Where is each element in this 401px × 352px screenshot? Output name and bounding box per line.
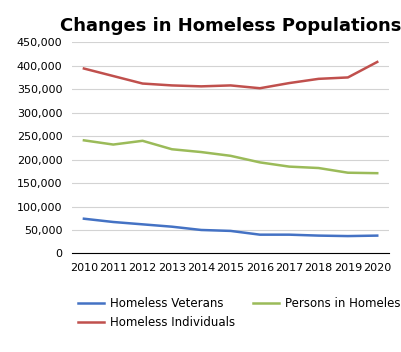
Legend: Homeless Veterans, Homeless Individuals, Persons in Homeless Families: Homeless Veterans, Homeless Individuals,… [78,297,401,329]
Homeless Veterans [111,220,115,224]
Homeless Veterans [140,222,145,226]
Homeless Veterans [257,233,262,237]
Persons in Homeless Families [111,143,115,147]
Homeless Individuals [346,75,350,80]
Homeless Individuals [375,60,380,64]
Homeless Veterans [199,228,204,232]
Homeless Veterans [316,233,321,238]
Persons in Homeless Families [316,166,321,170]
Homeless Individuals [199,84,204,88]
Homeless Individuals [228,83,233,88]
Line: Homeless Veterans: Homeless Veterans [84,219,377,236]
Homeless Individuals [316,77,321,81]
Persons in Homeless Families [375,171,380,175]
Homeless Veterans [375,233,380,238]
Homeless Individuals [170,83,174,88]
Homeless Individuals [111,74,115,78]
Persons in Homeless Families [81,138,86,143]
Title: Changes in Homeless Populations: Changes in Homeless Populations [60,17,401,35]
Homeless Individuals [287,81,292,85]
Homeless Individuals [257,86,262,90]
Persons in Homeless Families [228,154,233,158]
Homeless Veterans [228,229,233,233]
Homeless Veterans [346,234,350,238]
Persons in Homeless Families [346,171,350,175]
Persons in Homeless Families [199,150,204,154]
Homeless Veterans [81,216,86,221]
Homeless Veterans [170,225,174,229]
Homeless Veterans [287,233,292,237]
Persons in Homeless Families [170,147,174,151]
Persons in Homeless Families [140,139,145,143]
Persons in Homeless Families [287,164,292,169]
Persons in Homeless Families [257,160,262,164]
Line: Persons in Homeless Families: Persons in Homeless Families [84,140,377,173]
Homeless Individuals [140,81,145,86]
Line: Homeless Individuals: Homeless Individuals [84,62,377,88]
Homeless Individuals [81,67,86,71]
